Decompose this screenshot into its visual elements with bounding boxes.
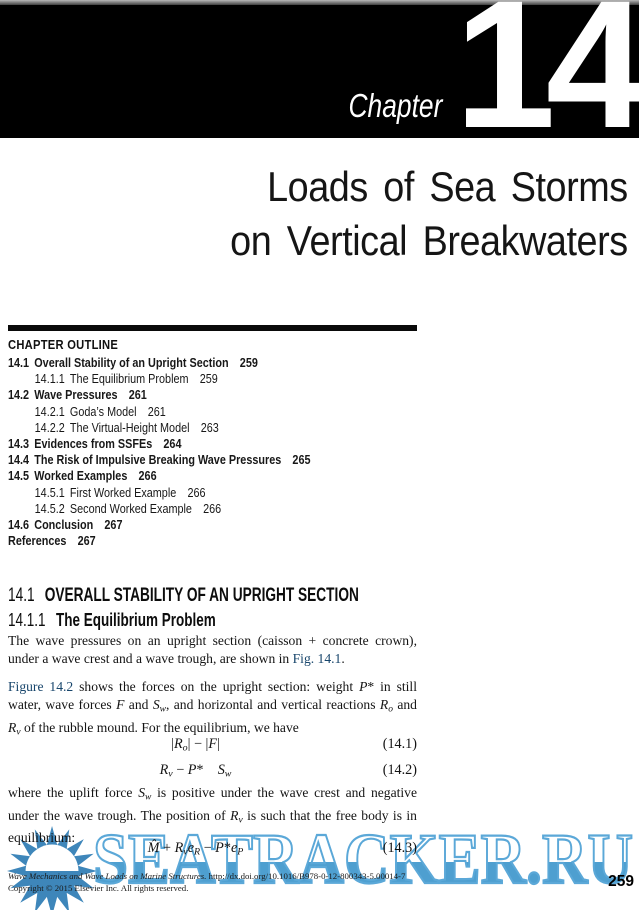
paragraph-3: where the uplift force Sw is positive un… [8, 785, 418, 846]
outline-item-page: 264 [163, 437, 182, 452]
outline-item-page: 259 [239, 356, 258, 370]
outline-heading: CHAPTER OUTLINE [8, 337, 119, 352]
equation-number: (14.3) [382, 840, 417, 856]
outline-item-14-4[interactable]: 14.4 The Risk of Impulsive Breaking Wave … [8, 452, 417, 468]
outline-item-label: The Equilibrium Problem [69, 372, 189, 387]
watermark: SEATRACKER.RU SEATRACKER.RU [92, 824, 634, 900]
chapter-banner [0, 5, 639, 138]
outline-item-page: 265 [292, 453, 311, 468]
page-top-edge [0, 0, 639, 5]
equation-14-1: |Ro| − |F| (14.1) [8, 736, 417, 756]
outline-item-number: 14.6 [8, 518, 30, 533]
section-heading-14-1-1: 14.1.1 The Equilibrium Problem [8, 609, 216, 631]
chapter-title-line1: Loads of Sea Storms [267, 163, 628, 210]
outline-item-number: 14.3 [8, 437, 30, 452]
equation-14-3: M̂ + RveR − P*eP (14.3) [8, 840, 417, 860]
outline-item-number: 14.2.2 [34, 420, 65, 435]
watermark-text-outline: SEATRACKER.RU [93, 824, 633, 899]
section-title: OVERALL STABILITY OF AN UPRIGHT SECTION [44, 585, 359, 606]
outline-item-14-5[interactable]: 14.5 Worked Examples 266 [8, 468, 417, 484]
outline-item-page: 263 [200, 420, 219, 435]
outline-item-page: 261 [147, 404, 166, 419]
equation-number: (14.1) [382, 736, 417, 752]
chapter-title: Loads of Sea Storms on Vertical Breakwat… [230, 160, 628, 268]
section-number: 14.1 [8, 585, 35, 606]
section-title: The Equilibrium Problem [56, 610, 216, 630]
footer-citation-line: Wave Mechanics and Wave Loads on Marine … [8, 871, 568, 883]
outline-item-page: 266 [138, 469, 157, 484]
chapter-outline: CHAPTER OUTLINE 14.1 Overall Stability of… [8, 325, 417, 549]
outline-item-label: Overall Stability of an Upright Section [34, 356, 229, 370]
outline-item-label: First Worked Example [69, 485, 177, 500]
equation-body: |Ro| − |F| [171, 736, 220, 754]
page-footer: Wave Mechanics and Wave Loads on Marine … [8, 871, 568, 894]
outline-item-14-6[interactable]: 14.6 Conclusion 267 [8, 517, 417, 533]
outline-item-label: Conclusion [34, 518, 94, 533]
outline-item-number: 14.5.1 [34, 485, 65, 500]
section-number: 14.1.1 [8, 610, 46, 630]
footer-book-title: Wave Mechanics and Wave Loads on Marine … [8, 871, 207, 881]
outline-item-page: 267 [77, 534, 96, 549]
outline-item-label: Worked Examples [34, 469, 128, 484]
outline-item-page: 266 [203, 501, 222, 516]
paragraph-2: Figure 14.2 shows the forces on the upri… [8, 679, 417, 738]
equation-body: Rv − P* Sw [159, 762, 232, 780]
outline-item-number: 14.2.1 [34, 404, 65, 419]
footer-copyright: Copyright © 2015 Elsevier Inc. All right… [8, 882, 189, 893]
footer-doi-link[interactable]: http://dx.doi.org/10.1016/B978-0-12-8003… [208, 871, 406, 881]
sun-logo [6, 825, 98, 910]
outline-item-page: 261 [128, 388, 147, 403]
outline-item-14-2-2[interactable]: 14.2.2 The Virtual-Height Model 263 [8, 420, 417, 436]
outline-item-page: 259 [199, 372, 218, 387]
outline-item-14-2-1[interactable]: 14.2.1 Goda’s Model 261 [8, 404, 417, 420]
outline-item-label: Wave Pressures [34, 388, 118, 403]
outline-item-14-5-1[interactable]: 14.5.1 First Worked Example 266 [8, 485, 417, 501]
outline-item-14-1-1[interactable]: 14.1.1 The Equilibrium Problem 259 [8, 371, 417, 387]
outline-item-references[interactable]: References 267 [8, 533, 417, 549]
chapter-label: Chapter [348, 87, 442, 124]
outline-item-14-2[interactable]: 14.2 Wave Pressures 261 [8, 387, 417, 403]
equation-number: (14.2) [382, 762, 417, 778]
outline-list: CHAPTER OUTLINE 14.1 Overall Stability of… [8, 331, 417, 549]
page-number: 259 [608, 873, 634, 890]
equation-14-2: Rv − P* Sw (14.2) [8, 762, 417, 782]
outline-item-number: 14.2 [8, 388, 30, 403]
outline-item-14-1[interactable]: 14.1 Overall Stability of an Upright Sect… [8, 355, 417, 371]
paragraph-1: The wave pressures on an upright section… [8, 633, 417, 667]
outline-item-label: References [8, 534, 67, 549]
outline-item-page: 267 [104, 518, 123, 533]
outline-rule [8, 325, 417, 331]
equation-body: M̂ + RveR − P*eP [147, 840, 244, 858]
outline-item-number: 14.5 [8, 469, 30, 484]
chapter-number: 14 [454, 0, 639, 166]
outline-item-label: The Virtual-Height Model [69, 420, 190, 435]
sun-dome [25, 844, 79, 871]
outline-item-number: 14.5.2 [34, 501, 65, 516]
outline-item-label: Second Worked Example [69, 501, 192, 516]
outline-item-label: Evidences from SSFEs [34, 437, 153, 452]
outline-item-number: 14.4 [8, 453, 30, 468]
outline-item-number: 14.1 [8, 356, 30, 370]
outline-item-page: 266 [187, 485, 206, 500]
outline-item-number: 14.1.1 [34, 372, 65, 387]
outline-item-14-3[interactable]: 14.3 Evidences from SSFEs 264 [8, 436, 417, 452]
outline-item-label: The Risk of Impulsive Breaking Wave Pres… [34, 453, 282, 468]
outline-item-14-5-2[interactable]: 14.5.2 Second Worked Example 266 [8, 501, 417, 517]
section-heading-14-1: 14.1 OVERALL STABILITY OF AN UPRIGHT SECT… [8, 585, 359, 607]
outline-item-label: Goda’s Model [69, 404, 137, 419]
chapter-title-line2: on Vertical Breakwaters [230, 217, 628, 264]
watermark-text-fill: SEATRACKER.RU [93, 824, 633, 899]
